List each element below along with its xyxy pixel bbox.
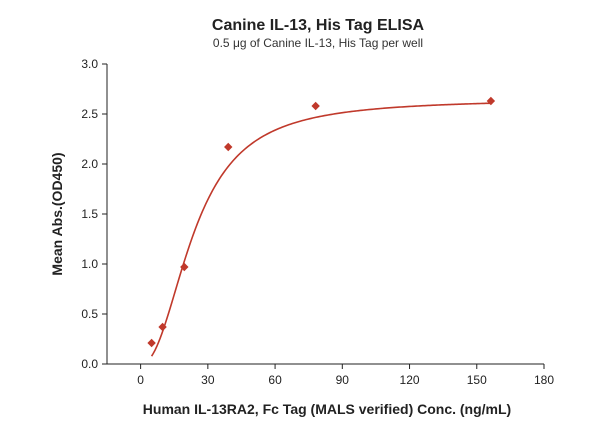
y-tick-label: 0.0 [81, 357, 98, 371]
data-points-layer [147, 96, 496, 348]
x-tick-label: 180 [534, 373, 554, 387]
x-tick-label: 30 [201, 373, 215, 387]
x-tick-label: 60 [268, 373, 282, 387]
y-tick-label: 2.5 [81, 107, 98, 121]
y-tick-label: 1.0 [81, 257, 98, 271]
axes: 0.0 0.5 1.0 1.5 2.0 2.5 3.0 0 30 60 90 120 150 180 [81, 57, 554, 387]
fit-curve [150, 102, 491, 357]
chart-title: Canine IL-13, His Tag ELISA [212, 17, 425, 34]
x-tick-label: 90 [336, 373, 350, 387]
data-point [224, 142, 233, 152]
x-tick-label: 120 [400, 373, 420, 387]
y-axis-label: Mean Abs.(OD450) [49, 152, 65, 275]
data-point [180, 262, 189, 272]
y-tick-label: 3.0 [81, 57, 98, 71]
y-tick-label: 1.5 [81, 207, 98, 221]
data-point [486, 96, 496, 106]
x-tick-label: 150 [467, 373, 487, 387]
fit-curve-layer [150, 102, 491, 357]
data-point [158, 322, 167, 332]
y-tick-label: 2.0 [81, 157, 98, 171]
x-tick-label: 0 [137, 373, 144, 387]
data-point [147, 338, 156, 348]
y-tick-label: 0.5 [81, 307, 98, 321]
x-axis-label: Human IL-13RA2, Fc Tag (MALS verified) C… [143, 401, 511, 417]
data-point [311, 101, 320, 111]
chart-subtitle: 0.5 μg of Canine IL-13, His Tag per well [213, 36, 423, 50]
